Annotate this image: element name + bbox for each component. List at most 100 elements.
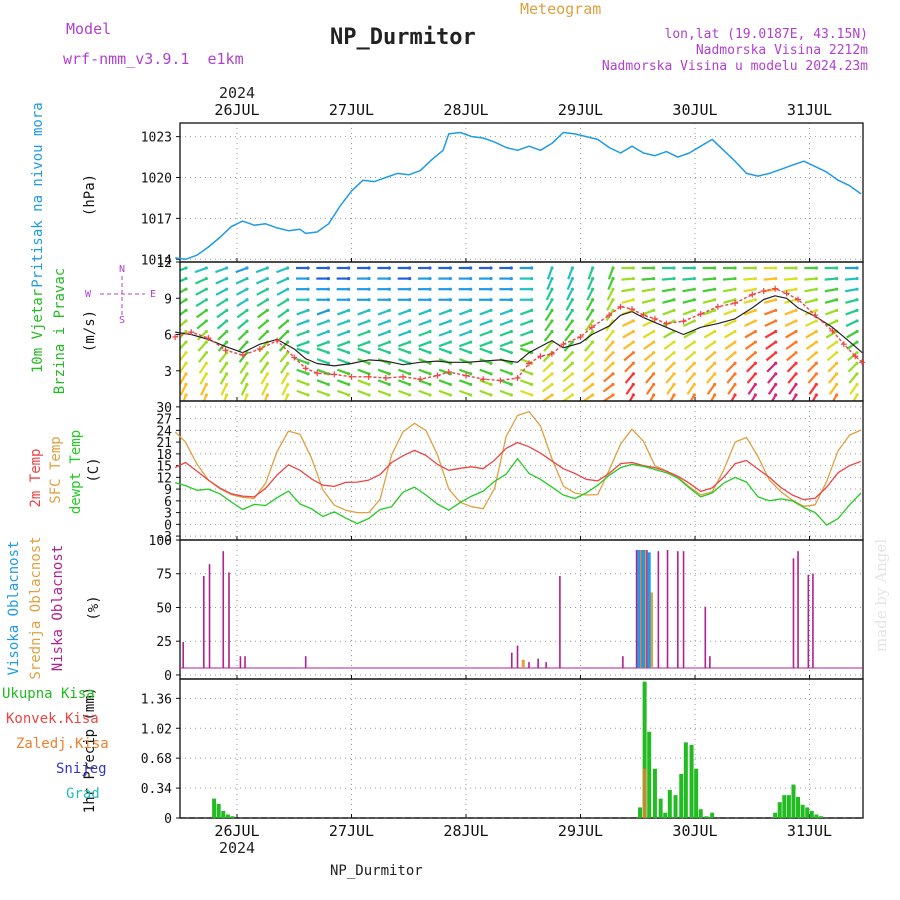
wind-arrow-head [509,361,513,365]
gust-marker [859,359,866,366]
wind-arrow [564,330,574,342]
precip-legend-item: Grad [66,786,100,802]
gust-marker [302,365,309,372]
wind-arrow [604,330,614,342]
gust-marker [772,285,779,292]
wind-arrow-head [570,287,574,291]
wind-arrow [196,330,208,341]
wind-arrow [418,341,431,348]
wind-arrow-head [814,276,818,281]
wind-arrow-head [855,361,859,365]
wind-arrow [219,373,228,385]
wind-arrow-head [591,393,595,397]
wind-arrow-head [387,329,391,334]
gust-marker [760,288,767,295]
wind-arrow-head [306,298,310,302]
wind-arrow [562,383,573,393]
wind-arrow [277,309,289,319]
wind-arrow-head [245,382,249,387]
wind-arrow [621,277,634,281]
model-altitude-label: Nadmorska Visina u modelu 2024.23m [602,59,868,74]
wind-arrow-head [570,329,574,334]
wind-arrow [763,277,776,281]
panel-frame [179,539,864,680]
wind-arrow-head [835,382,839,387]
wind-arrow-head [286,393,290,397]
wind-arrow-head [326,308,330,312]
wind-barb-field [180,266,859,401]
wind-arrow-head [855,276,859,281]
wind-arrow [280,373,289,385]
wind-arrow-head [631,351,635,355]
wind-arrow-head [814,393,818,397]
wind-arrow-head [204,308,208,312]
wind-arrow [804,319,817,327]
wind-arrow-head [367,276,371,281]
wind-arrow-head [774,319,778,323]
wind-arrow-head [611,329,615,334]
wind-arrow-head [692,372,696,376]
wind-arrow-head [408,266,412,270]
y-tick-label: 15 [156,460,172,475]
cloud-bar [649,592,653,668]
cloud-bar [244,656,246,668]
wind-arrow-head [774,361,778,365]
wind-arrow-head [245,393,249,397]
wind-arrow [398,358,411,365]
wind-arrow [603,372,614,383]
wind-arrow [664,362,675,373]
wind-arrow-head [631,382,635,387]
gust-marker [382,375,389,382]
wind-arrow [398,389,411,397]
wind-arrow [744,341,756,350]
precip-bar [805,807,810,818]
wind-arrow-head [814,329,818,334]
wind-arrow [662,309,675,316]
wind-arrow-head [489,287,493,291]
gust-marker [617,303,624,310]
wind-arrow [479,389,492,397]
y-tick-label: 100 [149,534,172,549]
wind-arrow-head [855,266,859,270]
precip-bar [782,795,787,818]
y-tick-label: 1017 [141,212,172,227]
wind-arrow-head [713,372,717,376]
wind-arrow-head [611,351,615,355]
wind-arrow-head [835,340,839,344]
cloud-bar [666,550,669,668]
wind-arrow-head [408,319,412,323]
wind-arrow-head [855,329,859,334]
wind-arrow-head [591,382,595,387]
gust-marker [514,375,521,382]
wind-arrow-head [652,361,656,365]
wind-arrow [459,341,472,348]
wind-arrow [215,288,228,296]
wind-arrow-head [550,266,554,270]
wind-arrow-head [855,351,859,355]
wind-arrow-head [469,382,473,387]
wind-arrow [377,379,390,386]
wind-arrow-head [326,351,330,355]
wind-arrow-head [245,266,249,270]
wind-arrow-head [204,372,208,376]
wind-arrow-head [591,319,595,323]
wind-arrow [438,341,451,348]
x-label-bottom: 31JUL [787,822,832,840]
wind-arrow-head [794,382,798,387]
wind-arrow [256,309,268,319]
wind-arrow-head [509,287,513,291]
wind-arrow-head [245,329,249,334]
wind-arrow [683,330,695,339]
wind-arrow-head [550,329,554,334]
wind-arrow [645,373,655,384]
wind-arrow [644,362,655,373]
wind-arrow-head [225,298,229,302]
wind-arrow [845,319,858,327]
wind-arrow [316,341,329,348]
gust-marker [749,291,756,298]
wind-arrow-head [509,276,513,281]
wind-arrow-head [265,287,269,291]
wind-arrow-head [794,329,798,334]
wind-arrow [398,319,411,327]
wind-arrow [418,319,431,327]
